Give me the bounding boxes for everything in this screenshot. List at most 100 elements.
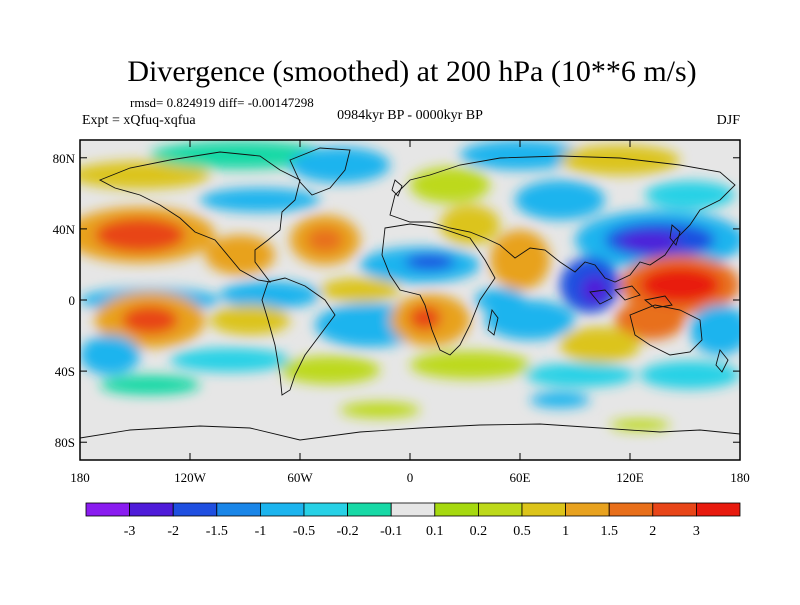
coastline-japan	[669, 224, 681, 246]
y-tick-label: 0	[69, 293, 76, 308]
coastline-eurasia	[389, 155, 736, 283]
field-blob	[610, 419, 670, 431]
field-blob	[100, 375, 200, 395]
x-tick-label: 0	[407, 470, 414, 485]
field-blob	[640, 361, 740, 389]
colorbar-label: -0.1	[380, 524, 402, 539]
field-blob	[290, 147, 390, 183]
field-blob	[690, 305, 740, 355]
field-blob	[410, 167, 490, 203]
coastline-british-isles	[391, 179, 403, 197]
coastline-maritime-continent	[589, 285, 673, 309]
stats-line: rmsd= 0.824919 diff= -0.00147298	[130, 95, 314, 110]
field-blob	[405, 254, 455, 270]
colorbar-bin	[129, 502, 174, 517]
colorbar-label: 3	[693, 524, 700, 539]
y-tick-label: 80S	[55, 435, 75, 450]
colorbar-bin	[608, 502, 654, 517]
x-tick-label: 120E	[616, 470, 644, 485]
field-blob	[200, 188, 320, 212]
colorbar-label: -3	[124, 524, 136, 539]
coastline-antarctica	[80, 423, 740, 441]
colorbar-label: 0.1	[426, 524, 444, 539]
field-blob	[645, 181, 735, 209]
field-blob	[280, 356, 380, 384]
field-blob	[560, 145, 680, 175]
colorbar-bin	[347, 502, 392, 517]
field-blob	[530, 392, 590, 408]
colorbar-label: 1.5	[600, 524, 618, 539]
x-tick-label: 60W	[287, 470, 313, 485]
colorbar-bin	[477, 502, 523, 517]
coastline-africa	[381, 223, 496, 356]
chart-title: Divergence (smoothed) at 200 hPa (10**6 …	[127, 55, 696, 88]
field-blob	[620, 232, 680, 252]
coastline-north-america	[98, 151, 301, 283]
field-blob	[440, 205, 500, 245]
colorbar-bin	[390, 502, 436, 517]
field-blob	[490, 230, 550, 290]
coastline-south-america	[261, 277, 336, 396]
period-label: 0984kyr BP - 0000kyr BP	[337, 108, 483, 123]
coastlines	[80, 147, 740, 441]
colorbar-label: -1	[255, 524, 267, 539]
field-blob	[170, 348, 290, 372]
field-blob	[150, 141, 330, 169]
x-tick-label: 180	[70, 470, 90, 485]
colorbar-bin	[652, 502, 697, 517]
season-label: DJF	[717, 113, 741, 128]
field-blob	[409, 306, 441, 330]
field-blob	[80, 161, 210, 189]
colorbar: -3 -2 -1.5 -1 -0.5 -0.2 -0.1 0.1 0.2 0.5 1 1.5 2 3	[85, 502, 741, 539]
field-blob	[525, 363, 635, 387]
colorbar-bin	[216, 502, 261, 517]
coastline-new-zealand	[715, 349, 729, 373]
colorbar-label: 0.5	[513, 524, 531, 539]
field-blob	[640, 267, 720, 303]
field-blob	[615, 300, 685, 340]
field-blob	[80, 335, 140, 375]
colorbar-bin	[85, 502, 130, 517]
x-tick-label: 180	[730, 470, 750, 485]
colorbar-label: -1.5	[206, 524, 228, 539]
field-blob	[460, 140, 580, 170]
y-axis: 80N 40N 0 40S 80S	[53, 151, 740, 450]
colorbar-bin	[259, 502, 305, 517]
experiment-label: Expt = xQfuq-xqfua	[82, 113, 196, 128]
field-blob	[515, 180, 605, 220]
coastline-madagascar	[487, 308, 499, 336]
field-blob	[410, 351, 530, 379]
y-tick-label: 40S	[55, 364, 75, 379]
x-tick-label: 60E	[510, 470, 531, 485]
colorbar-bin	[172, 502, 218, 517]
coastline-australia	[629, 304, 703, 356]
colorbar-bin	[434, 502, 479, 517]
field-blob	[560, 327, 640, 363]
field-blob	[122, 306, 178, 334]
colorbar-bin	[565, 502, 610, 517]
field-blob	[220, 281, 320, 309]
field-blob	[320, 278, 400, 302]
field-blob	[581, 276, 609, 304]
field-blob	[307, 228, 343, 252]
colorbar-label: 2	[649, 524, 656, 539]
colorbar-bin	[521, 502, 566, 517]
colorbar-bin	[303, 502, 348, 517]
map-area	[80, 140, 740, 460]
x-axis: 180 120W 60W 0 60E 120E 180	[70, 140, 750, 485]
coastline-greenland	[289, 147, 351, 196]
colorbar-label: -2	[167, 524, 179, 539]
field-blob	[485, 300, 575, 340]
colorbar-label: 0.2	[470, 524, 488, 539]
field-blob	[95, 218, 185, 252]
y-tick-label: 40N	[53, 222, 76, 237]
colorbar-label: -0.2	[337, 524, 359, 539]
colorbar-label: -0.5	[293, 524, 315, 539]
y-tick-label: 80N	[53, 151, 76, 166]
colorbar-bin	[696, 502, 741, 517]
field-blob	[210, 305, 290, 335]
x-tick-label: 120W	[174, 470, 207, 485]
field-blob	[340, 402, 420, 418]
